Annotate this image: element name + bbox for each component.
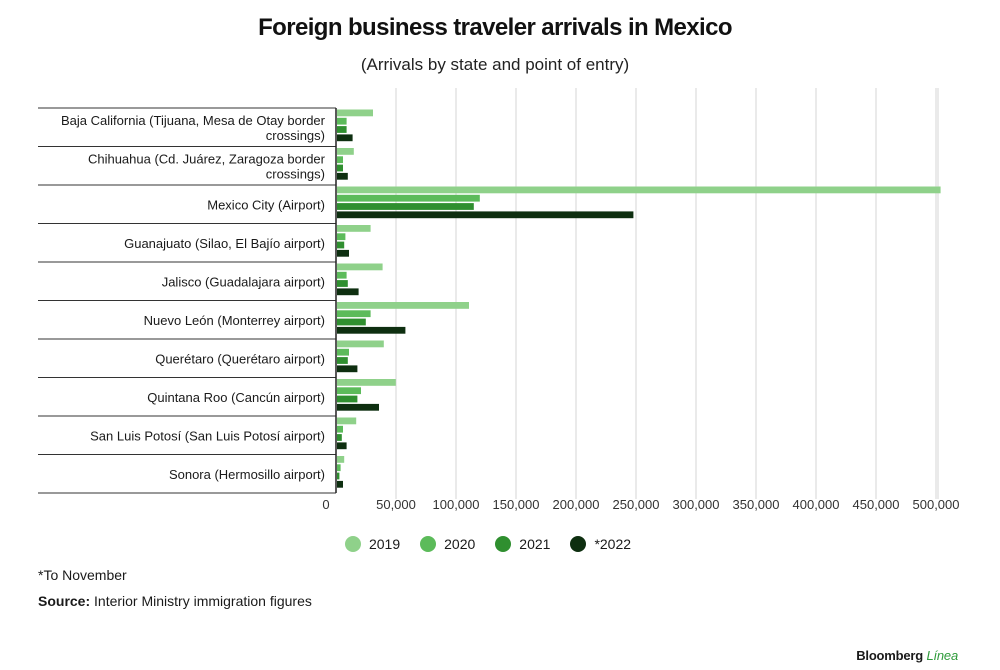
- x-tick-label: 0: [322, 497, 329, 512]
- bar: [337, 194, 480, 202]
- brand-logo: Bloomberg Línea: [856, 648, 958, 663]
- category-label: San Luis Potosí (San Luis Potosí airport…: [90, 428, 325, 443]
- chart-title: Foreign business traveler arrivals in Me…: [258, 14, 732, 41]
- legend-swatch-2020: [420, 536, 437, 552]
- category-label: Nuevo León (Monterrey airport): [144, 313, 325, 328]
- legend-label-2020: 2020: [444, 536, 476, 552]
- x-tick-label: 200,000: [553, 497, 600, 512]
- bar: [337, 156, 343, 164]
- bar: [337, 271, 347, 279]
- bar: [337, 249, 349, 257]
- legend-swatch-2021: [495, 536, 512, 552]
- bar: [337, 464, 341, 472]
- bar: [337, 340, 384, 348]
- bar: [337, 148, 354, 155]
- bar: [337, 263, 383, 271]
- source-text: Interior Ministry immigration figures: [90, 593, 312, 609]
- bar: [337, 365, 358, 373]
- x-tick-label: 50,000: [376, 497, 416, 512]
- bar: [337, 348, 349, 356]
- category-label: Guanajuato (Silao, El Bajío airport): [124, 236, 325, 251]
- bar: [337, 456, 345, 463]
- bar: [337, 442, 347, 450]
- x-tick-label: 350,000: [733, 497, 780, 512]
- bar: [337, 233, 346, 241]
- bar: [337, 425, 343, 433]
- legend-swatch-2019: [344, 536, 361, 552]
- bar: [337, 417, 357, 425]
- category-label: Jalisco (Guadalajara airport): [162, 274, 325, 289]
- x-tick-label: 500,000: [913, 497, 960, 512]
- bar: [337, 472, 340, 480]
- bar: [337, 318, 366, 326]
- source-note: Source: Interior Ministry immigration fi…: [38, 593, 312, 609]
- footnote: *To November: [38, 567, 127, 583]
- bars: [337, 109, 941, 488]
- x-tick-label: 100,000: [433, 497, 480, 512]
- legend-swatch-2022: [570, 536, 587, 552]
- legend-label-2019: 2019: [368, 536, 401, 552]
- bar: [337, 395, 358, 403]
- bar: [337, 288, 359, 296]
- bar: [337, 326, 406, 334]
- brand-sub: Línea: [926, 648, 958, 663]
- category-label: Querétaro (Querétaro airport): [155, 351, 325, 366]
- category-label: Chihuahua (Cd. Juárez, Zaragoza border cr…: [88, 151, 326, 181]
- bar: [337, 211, 634, 219]
- source-label: Source:: [38, 593, 91, 609]
- x-tick-label: 300,000: [673, 497, 720, 512]
- bar: [337, 109, 373, 117]
- legend: 2019 2020 2021 *2022: [0, 536, 976, 552]
- bar: [337, 379, 396, 386]
- bar: [337, 387, 361, 395]
- legend-label-2021: 2021: [519, 536, 551, 552]
- x-tick-label: 450,000: [853, 497, 900, 512]
- x-tick-label: 150,000: [493, 497, 540, 512]
- grid-lines: [395, 88, 939, 499]
- bar: [337, 302, 469, 309]
- bar: [337, 241, 345, 249]
- bar: [337, 126, 347, 133]
- category-labels: Baja California (Tijuana, Mesa de Otay b…: [61, 113, 326, 482]
- bar: [337, 172, 348, 180]
- bar: [337, 117, 347, 125]
- bar: [337, 480, 343, 488]
- x-tick-label: 250,000: [613, 497, 660, 512]
- legend-item-2021: 2021: [495, 536, 550, 552]
- bar: [337, 310, 371, 318]
- category-label: Sonora (Hermosillo airport): [169, 467, 325, 482]
- chart-subtitle: (Arrivals by state and point of entry): [360, 55, 630, 74]
- bar: [337, 134, 353, 142]
- bar: [337, 403, 379, 411]
- bar: [337, 225, 371, 232]
- brand-name: Bloomberg: [856, 648, 924, 663]
- legend-item-2019: 2019: [344, 536, 401, 552]
- bar: [337, 280, 348, 287]
- legend-item-2020: 2020: [420, 536, 475, 552]
- x-tick-label: 400,000: [793, 497, 840, 512]
- bar: [337, 434, 342, 441]
- legend-label-2022: *2022: [594, 536, 632, 552]
- category-separators: [38, 107, 336, 494]
- x-tick-labels: 0 50,000 100,000 150,000 200,000 250,000 300,0…: [322, 497, 959, 512]
- category-label: Mexico City (Airport): [207, 197, 325, 212]
- bar: [337, 357, 348, 364]
- category-label: Baja California (Tijuana, Mesa de Otay b…: [61, 113, 326, 143]
- legend-item-2022: *2022: [570, 536, 631, 552]
- bar: [337, 186, 941, 194]
- category-label: Quintana Roo (Cancún airport): [147, 390, 325, 405]
- bar: [337, 164, 343, 172]
- bar: [337, 203, 474, 210]
